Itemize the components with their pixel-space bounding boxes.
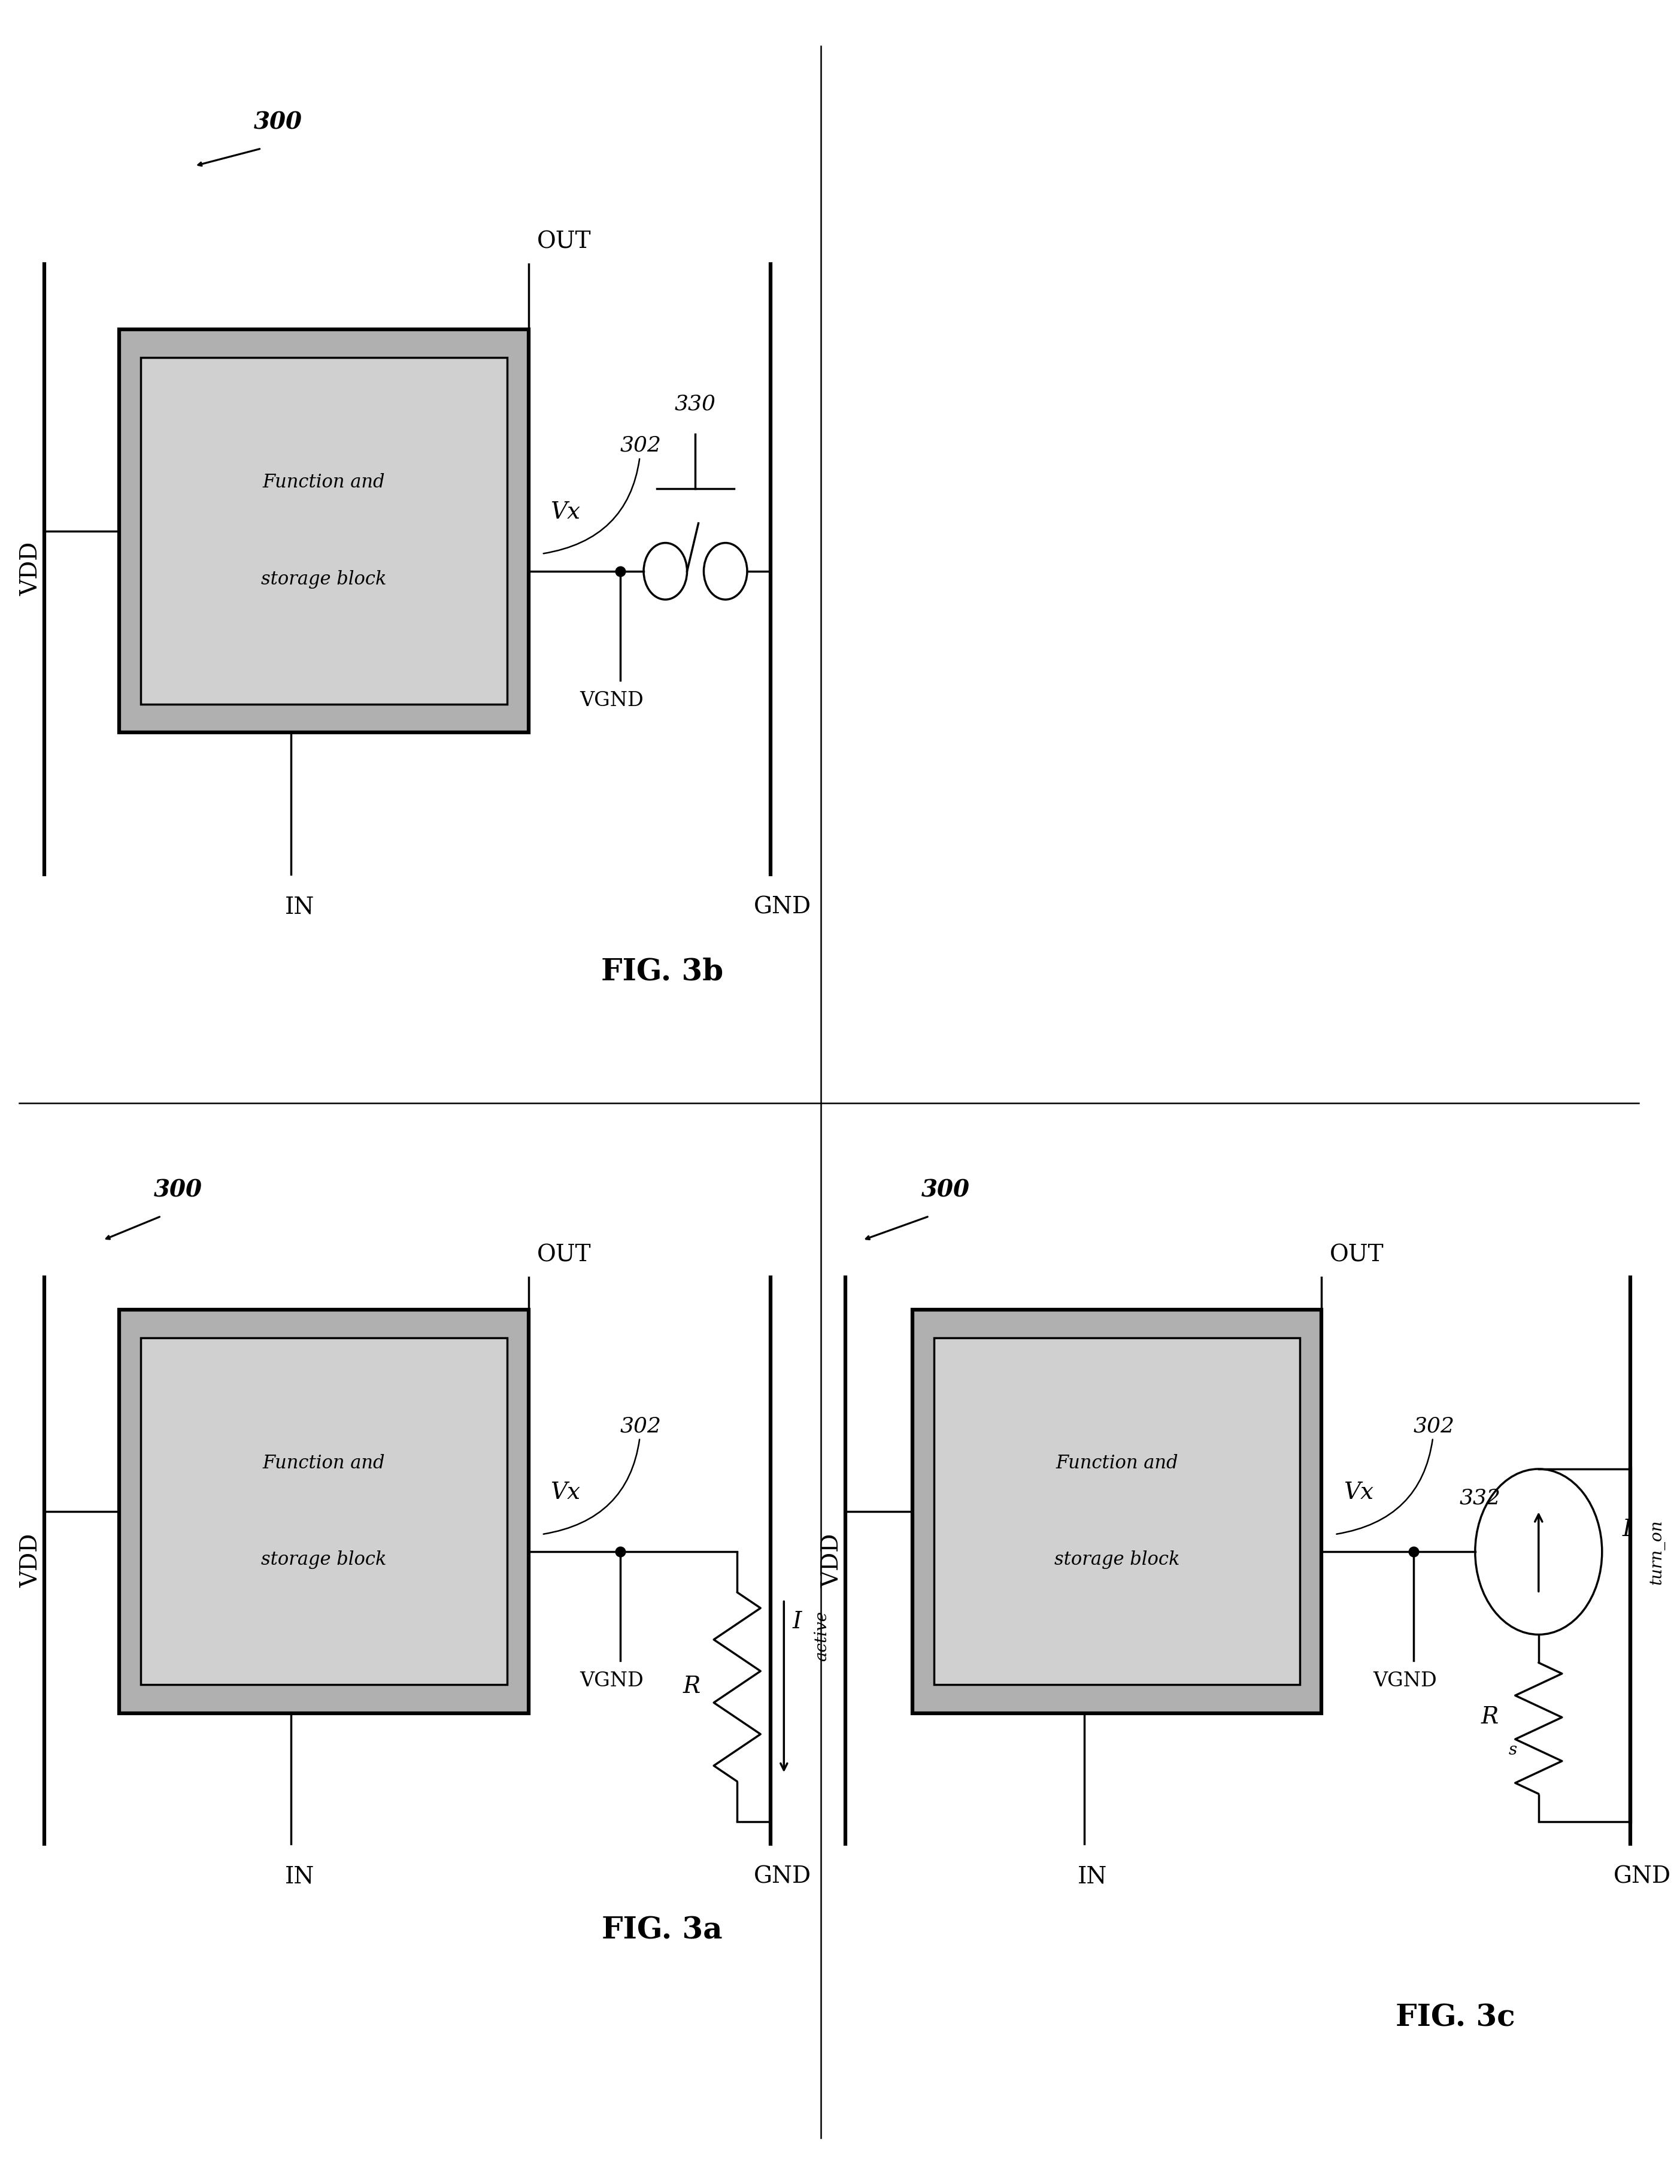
- Text: IN: IN: [284, 895, 314, 917]
- Text: VDD: VDD: [20, 542, 42, 596]
- Text: 300: 300: [254, 111, 302, 133]
- Text: GND: GND: [753, 895, 811, 917]
- Text: OUT: OUT: [1331, 1245, 1384, 1267]
- Text: storage block: storage block: [1055, 1551, 1179, 1568]
- Text: R: R: [682, 1675, 701, 1697]
- Bar: [141, 358, 507, 703]
- Text: Vx: Vx: [551, 500, 580, 524]
- Text: active: active: [813, 1610, 830, 1660]
- Text: storage block: storage block: [260, 570, 386, 587]
- Text: FIG. 3b: FIG. 3b: [601, 957, 722, 987]
- Text: 302: 302: [1337, 1415, 1455, 1533]
- Bar: [119, 330, 529, 732]
- Text: Vx: Vx: [551, 1481, 580, 1505]
- Text: OUT: OUT: [538, 1245, 591, 1267]
- Text: 332: 332: [1460, 1487, 1500, 1509]
- Text: VGND: VGND: [580, 1671, 643, 1690]
- Bar: [934, 1339, 1300, 1684]
- Text: storage block: storage block: [260, 1551, 386, 1568]
- Bar: [119, 1310, 529, 1712]
- Text: VGND: VGND: [580, 690, 643, 710]
- Text: Function and: Function and: [262, 1455, 385, 1472]
- Text: R: R: [1482, 1706, 1499, 1728]
- Text: IN: IN: [284, 1865, 314, 1887]
- Text: FIG. 3c: FIG. 3c: [1396, 2003, 1515, 2033]
- Text: 300: 300: [922, 1179, 969, 1201]
- Text: 300: 300: [153, 1179, 202, 1201]
- Text: VGND: VGND: [1373, 1671, 1436, 1690]
- Text: Vx: Vx: [1344, 1481, 1373, 1505]
- Text: I: I: [793, 1610, 801, 1634]
- Text: 330: 330: [675, 393, 716, 415]
- Text: s: s: [1509, 1743, 1517, 1758]
- Text: GND: GND: [1613, 1865, 1672, 1887]
- Text: 302: 302: [543, 1415, 662, 1533]
- Text: FIG. 3a: FIG. 3a: [601, 1915, 722, 1946]
- Text: 302: 302: [543, 435, 662, 553]
- Text: OUT: OUT: [538, 232, 591, 253]
- Text: Function and: Function and: [262, 474, 385, 491]
- Text: VDD: VDD: [822, 1533, 843, 1588]
- Text: I: I: [1623, 1518, 1631, 1542]
- Text: Function and: Function and: [1055, 1455, 1178, 1472]
- Text: GND: GND: [753, 1865, 811, 1887]
- Text: turn_on: turn_on: [1648, 1520, 1665, 1583]
- Text: IN: IN: [1079, 1865, 1107, 1887]
- Text: VDD: VDD: [20, 1533, 42, 1588]
- Bar: [912, 1310, 1322, 1712]
- Bar: [141, 1339, 507, 1684]
